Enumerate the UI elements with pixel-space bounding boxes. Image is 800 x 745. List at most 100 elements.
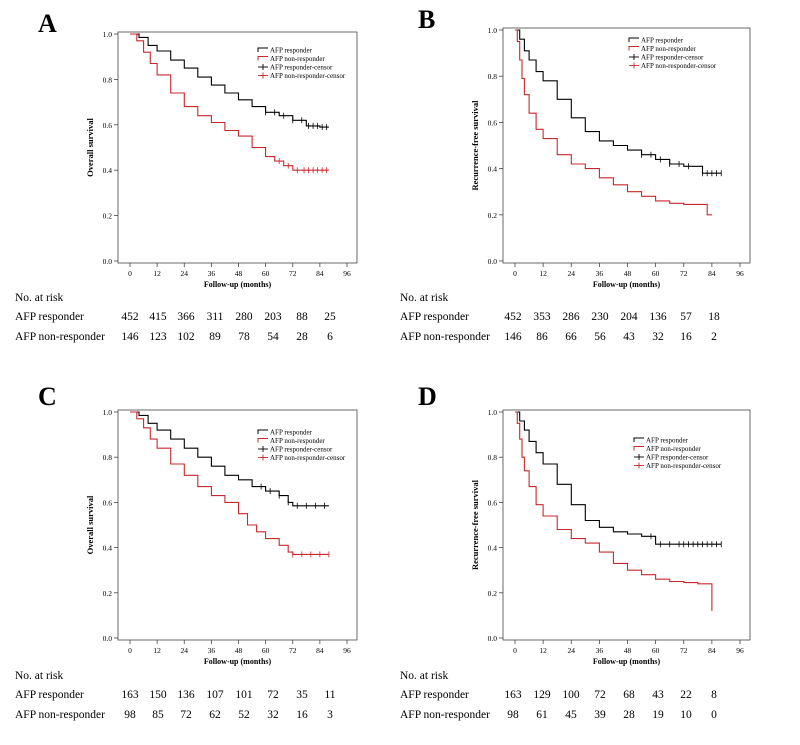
risk-count: 56 bbox=[594, 331, 606, 343]
y-axis-label: Overall survival bbox=[85, 117, 95, 176]
risk-count: 18 bbox=[708, 311, 720, 323]
curve-afp-responder bbox=[515, 411, 722, 545]
y-tick-label: 1.0 bbox=[488, 26, 498, 35]
x-tick-label: 24 bbox=[568, 646, 576, 655]
panel-a: A 0.0 0.2 0.4 0.6 0.8 1.0 0 12 24 36 48 60 72 84 96 Foll… bbox=[15, 9, 358, 343]
plot-frame bbox=[117, 31, 358, 264]
risk-count: 286 bbox=[562, 311, 580, 323]
curve-afp-responder bbox=[515, 29, 722, 174]
y-tick-label: 0.8 bbox=[103, 75, 113, 84]
risk-count: 311 bbox=[207, 311, 224, 323]
legend-entry: AFP non-responder bbox=[646, 445, 701, 453]
y-tick-label: 0.2 bbox=[488, 589, 498, 598]
risk-count: 230 bbox=[591, 311, 609, 323]
x-tick-label: 84 bbox=[708, 646, 716, 655]
x-tick-label: 36 bbox=[596, 646, 604, 655]
y-axis-label: Recurrence-free survival bbox=[470, 100, 480, 191]
x-tick-label: 84 bbox=[316, 646, 324, 655]
risk-count: 366 bbox=[177, 311, 195, 323]
y-tick-label: 0.0 bbox=[488, 257, 498, 266]
risk-count: 72 bbox=[267, 689, 279, 701]
legend-entry: AFP non-responder-censor bbox=[646, 462, 722, 470]
x-tick-label: 96 bbox=[343, 646, 351, 655]
plot-frame bbox=[117, 409, 358, 641]
x-tick-label: 96 bbox=[736, 269, 744, 278]
risk-count: 85 bbox=[152, 709, 164, 721]
risk-count: 61 bbox=[536, 709, 548, 721]
x-tick-label: 0 bbox=[513, 646, 517, 655]
panel-d: D 0.0 0.2 0.4 0.6 0.8 1.0 0 12 24 36 48 60 72 84 96 Foll… bbox=[400, 382, 751, 721]
legend-entry: AFP non-responder-censor bbox=[641, 62, 717, 70]
y-tick-label: 0.2 bbox=[103, 589, 113, 598]
curve-afp-non-responder bbox=[515, 411, 713, 611]
risk-count: 39 bbox=[594, 709, 606, 721]
y-tick-label: 0.2 bbox=[488, 211, 498, 220]
risk-count: 25 bbox=[324, 311, 336, 323]
x-tick-label: 96 bbox=[736, 646, 744, 655]
risk-count: 150 bbox=[149, 689, 167, 701]
risk-row-label: AFP non-responder bbox=[400, 709, 490, 721]
risk-count: 8 bbox=[711, 689, 717, 701]
risk-count: 68 bbox=[623, 689, 635, 701]
risk-count: 100 bbox=[562, 689, 580, 701]
risk-count: 203 bbox=[264, 311, 282, 323]
y-tick-label: 0.8 bbox=[488, 72, 498, 81]
panel-label: B bbox=[418, 5, 435, 34]
risk-count: 98 bbox=[124, 709, 136, 721]
y-axis-label: Recurrence-free survival bbox=[470, 479, 480, 570]
risk-count: 22 bbox=[680, 689, 692, 701]
legend-entry: AFP responder bbox=[270, 47, 313, 55]
risk-count: 32 bbox=[652, 331, 664, 343]
y-tick-label: 0.4 bbox=[103, 166, 113, 175]
x-tick-label: 12 bbox=[539, 646, 547, 655]
risk-count: 415 bbox=[149, 311, 167, 323]
risk-count: 204 bbox=[620, 311, 638, 323]
y-tick-label: 0.2 bbox=[103, 212, 113, 221]
panel-label: A bbox=[38, 9, 57, 38]
curve-afp-non-responder bbox=[515, 29, 712, 216]
risk-count: 35 bbox=[296, 689, 308, 701]
risk-count: 28 bbox=[623, 709, 635, 721]
risk-row-label: AFP responder bbox=[15, 689, 84, 701]
x-axis-label: Follow-up (months) bbox=[204, 657, 272, 666]
x-tick-label: 72 bbox=[289, 269, 297, 278]
risk-count: 43 bbox=[652, 689, 664, 701]
risk-count: 163 bbox=[504, 689, 522, 701]
y-tick-label: 1.0 bbox=[103, 30, 113, 39]
legend-entry: AFP responder-censor bbox=[641, 54, 704, 62]
plot-frame bbox=[502, 27, 751, 264]
x-tick-label: 60 bbox=[262, 269, 270, 278]
x-tick-label: 36 bbox=[596, 269, 604, 278]
risk-count: 101 bbox=[235, 689, 253, 701]
y-tick-label: 0.6 bbox=[488, 118, 498, 127]
risk-count: 78 bbox=[238, 331, 250, 343]
x-tick-label: 48 bbox=[235, 646, 243, 655]
risk-table-header: No. at risk bbox=[15, 670, 63, 682]
x-tick-label: 0 bbox=[128, 646, 132, 655]
risk-count: 102 bbox=[177, 331, 195, 343]
x-tick-label: 48 bbox=[624, 269, 632, 278]
risk-row-label: AFP responder bbox=[400, 689, 469, 701]
x-tick-label: 0 bbox=[128, 269, 132, 278]
x-tick-label: 48 bbox=[624, 646, 632, 655]
legend-entry: AFP responder-censor bbox=[270, 446, 333, 454]
x-tick-label: 36 bbox=[208, 269, 216, 278]
x-tick-label: 84 bbox=[708, 269, 716, 278]
legend-swatch bbox=[257, 438, 268, 443]
risk-count: 16 bbox=[680, 331, 692, 343]
x-tick-label: 24 bbox=[568, 269, 576, 278]
panel-label: C bbox=[38, 382, 57, 411]
legend-entry: AFP responder bbox=[270, 429, 313, 437]
risk-count: 107 bbox=[206, 689, 224, 701]
risk-count: 163 bbox=[121, 689, 139, 701]
risk-count: 57 bbox=[680, 311, 692, 323]
risk-row-label: AFP responder bbox=[15, 311, 84, 323]
risk-count: 72 bbox=[594, 689, 606, 701]
risk-count: 11 bbox=[324, 689, 335, 701]
risk-count: 72 bbox=[180, 709, 192, 721]
